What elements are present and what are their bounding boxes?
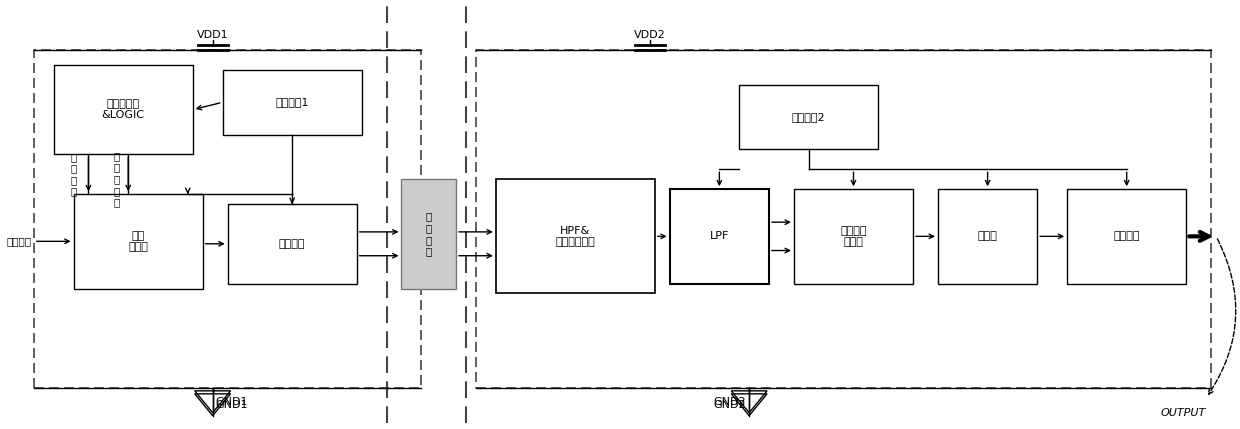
Text: 多路
选择器: 多路 选择器 [128,230,148,252]
Text: 非
对
称
载
波: 非 对 称 载 波 [113,151,119,208]
Text: 偏置电路1: 偏置电路1 [275,97,309,107]
Text: 比较器: 比较器 [977,231,997,242]
Bar [937,189,1038,284]
Text: GND1: GND1 [216,397,248,407]
Bar [223,70,362,135]
Bar [53,65,192,154]
Bar [476,50,1211,388]
Text: 驱动电路: 驱动电路 [1114,231,1140,242]
Bar [670,189,769,284]
Text: 隔
离
介
质: 隔 离 介 质 [425,211,432,256]
Text: VDD2: VDD2 [634,30,666,40]
Text: 驱动电路: 驱动电路 [279,239,305,249]
Text: OUTPUT: OUTPUT [1161,408,1207,418]
Text: 压控振荡器
&LOGIC: 压控振荡器 &LOGIC [102,99,145,121]
Text: 对
称
载
波: 对 称 载 波 [71,152,77,196]
Bar [402,179,456,289]
Text: 偏置电路2: 偏置电路2 [792,112,826,122]
Text: GND2: GND2 [713,397,746,407]
Text: LPF: LPF [709,231,729,242]
Text: GND1: GND1 [216,400,248,410]
Bar [1068,189,1187,284]
Text: 载波转电
压电路: 载波转电 压电路 [841,226,867,247]
Text: VDD1: VDD1 [197,30,228,40]
Bar [73,194,202,289]
Bar [228,204,357,284]
Text: 输入信号: 输入信号 [6,236,31,246]
Bar [739,85,878,149]
Text: HPF&
低增益放大器: HPF& 低增益放大器 [556,226,595,247]
Bar [794,189,913,284]
Text: GND2: GND2 [713,400,746,410]
Bar [33,50,422,388]
Bar [496,179,655,293]
